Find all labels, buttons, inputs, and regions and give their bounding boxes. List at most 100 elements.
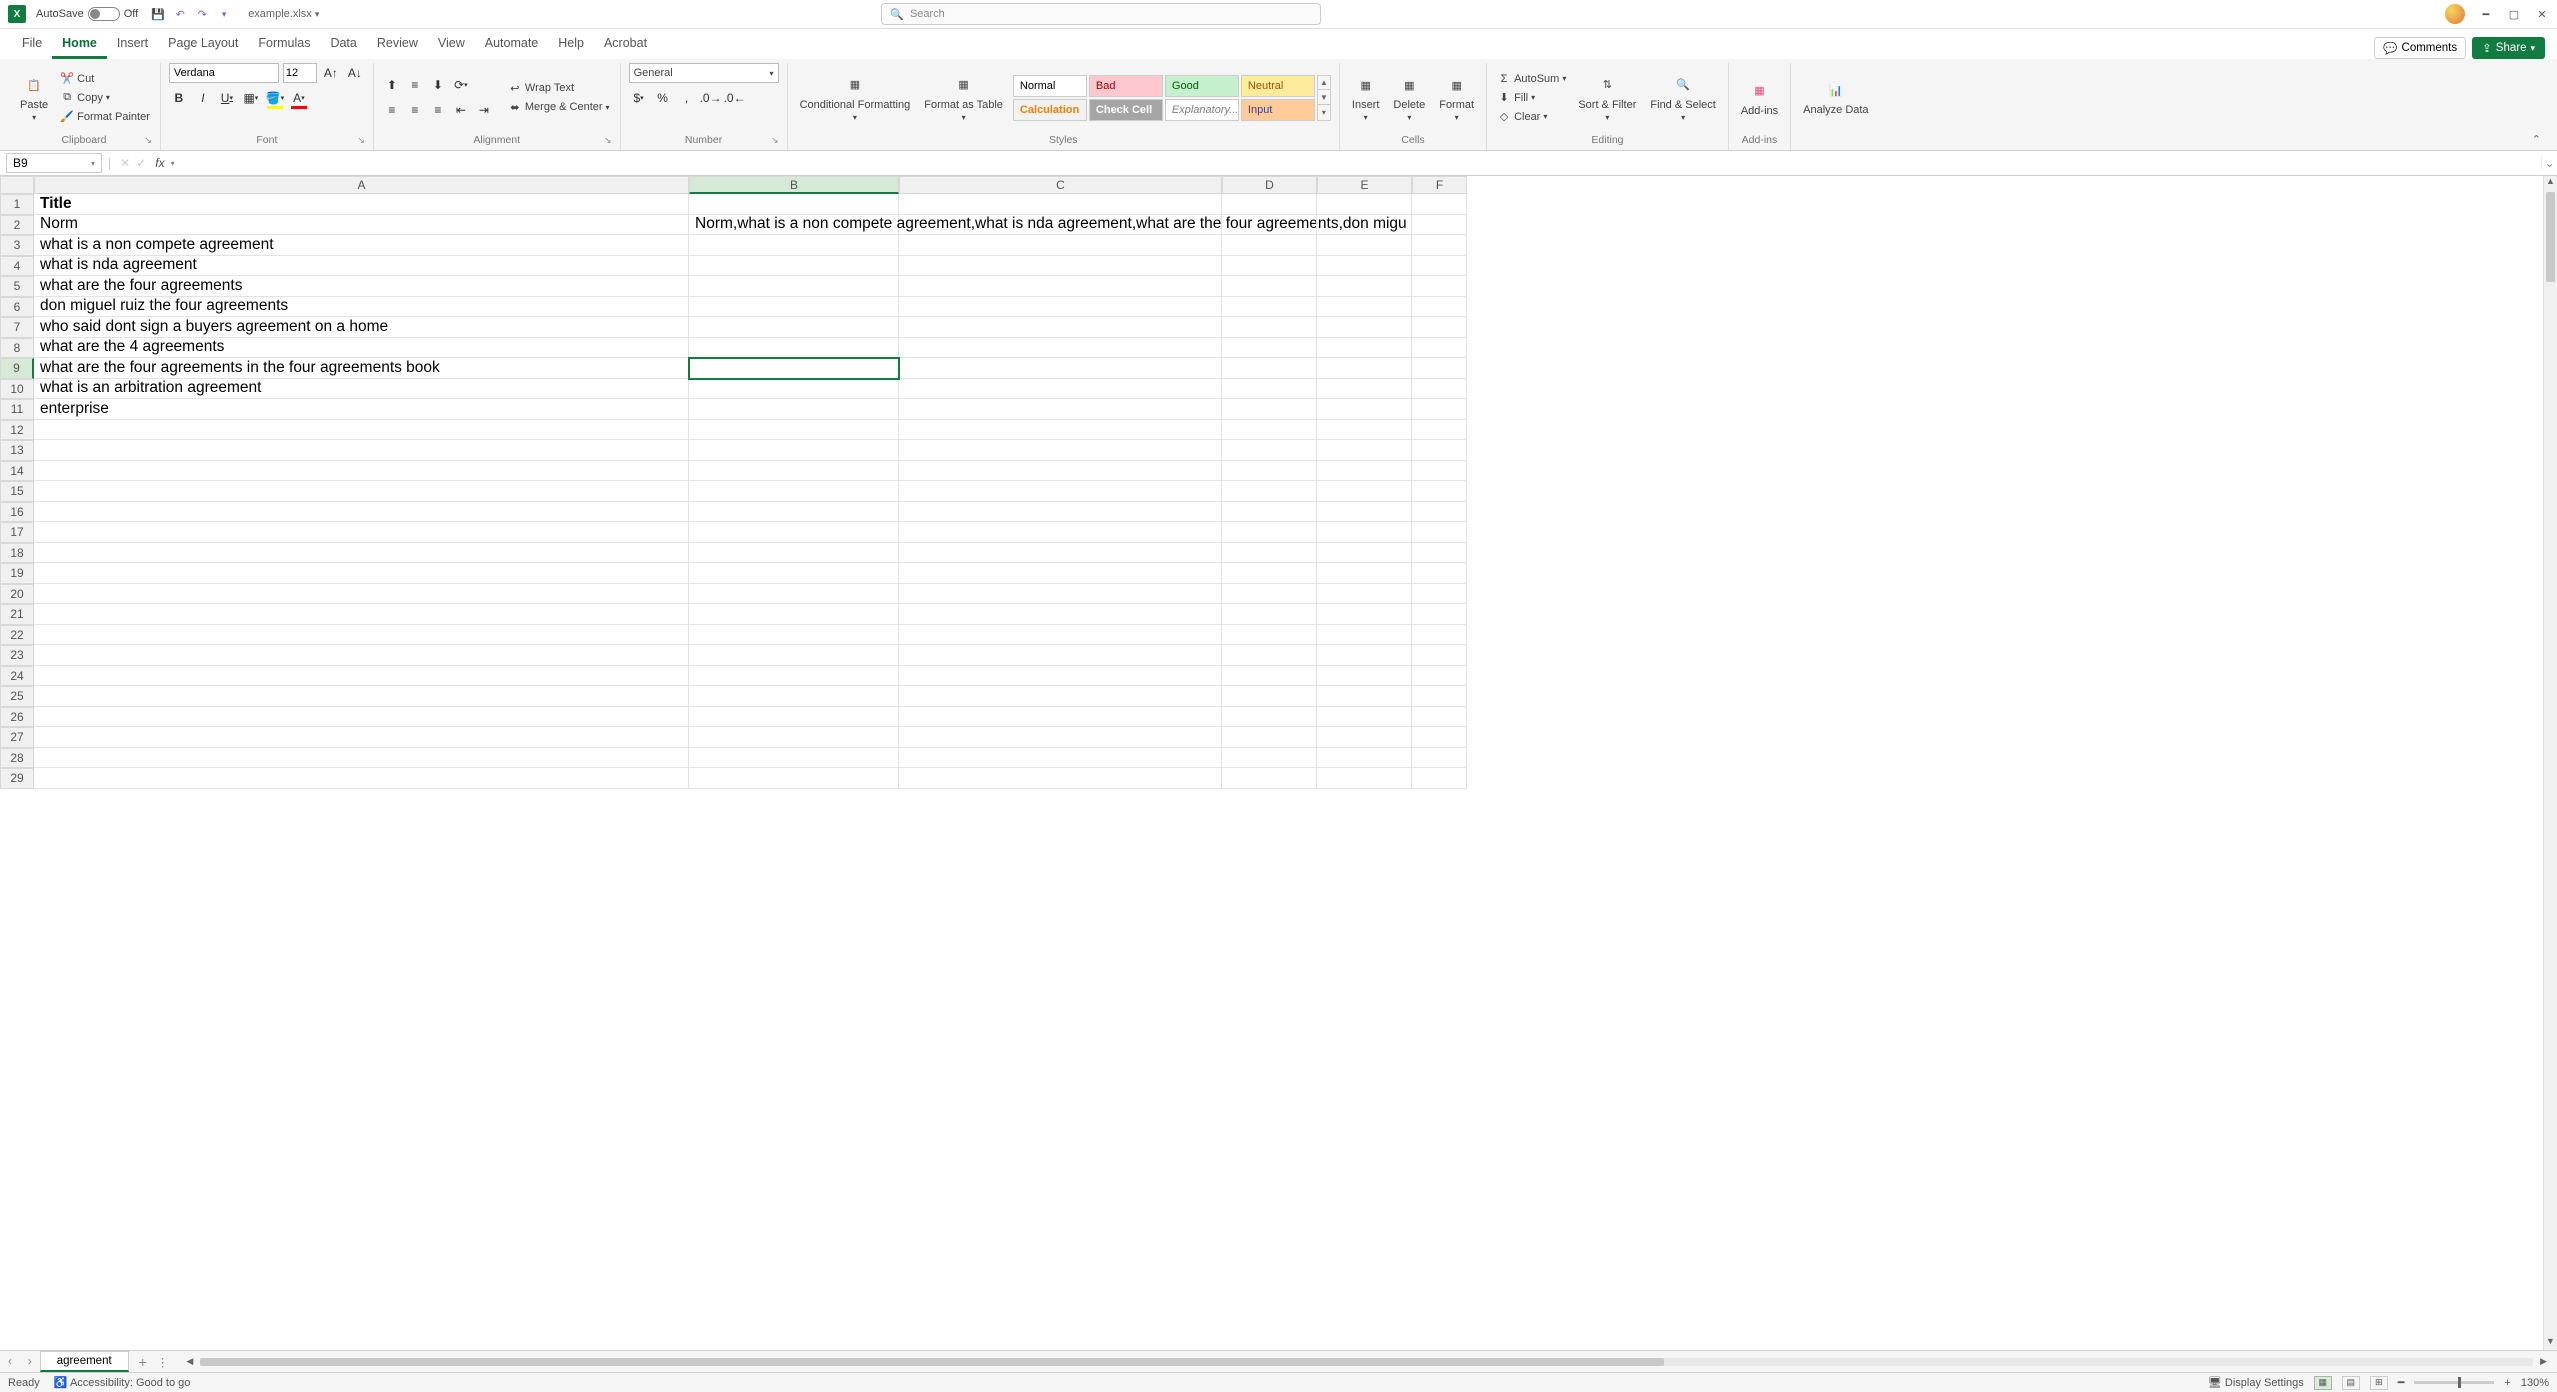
cell[interactable] (689, 584, 899, 605)
cell[interactable] (899, 256, 1222, 277)
save-icon[interactable]: 💾 (150, 6, 166, 22)
cell[interactable] (1412, 502, 1467, 523)
cell[interactable] (1317, 358, 1412, 379)
row-header[interactable]: 11 (0, 399, 34, 420)
cell[interactable] (899, 727, 1222, 748)
row-header[interactable]: 21 (0, 604, 34, 625)
redo-icon[interactable]: ↷ (194, 6, 210, 22)
new-sheet-icon[interactable]: + (129, 1354, 157, 1370)
cell[interactable] (899, 625, 1222, 646)
cell[interactable] (1222, 645, 1317, 666)
cell[interactable] (1222, 399, 1317, 420)
merge-center-button[interactable]: ⬌Merge & Center ▾ (506, 99, 612, 115)
cell[interactable] (689, 768, 899, 789)
cell[interactable] (1317, 543, 1412, 564)
row-header[interactable]: 2 (0, 215, 34, 236)
row-header[interactable]: 27 (0, 727, 34, 748)
format-as-table-button[interactable]: ▦Format as Table▾ (920, 71, 1007, 124)
cell[interactable] (899, 748, 1222, 769)
font-size-combo[interactable] (283, 63, 317, 83)
cell[interactable] (1412, 317, 1467, 338)
copy-button[interactable]: ⧉Copy ▾ (58, 90, 152, 106)
row-header[interactable]: 20 (0, 584, 34, 605)
ribbon-tab-file[interactable]: File (12, 30, 52, 59)
comma-format-icon[interactable]: , (677, 88, 697, 108)
style-check-cell[interactable]: Check Cell (1089, 99, 1163, 121)
cell[interactable] (899, 215, 1222, 236)
cell[interactable] (1317, 502, 1412, 523)
cell[interactable]: what are the four agreements in the four… (34, 358, 689, 379)
cell[interactable] (1222, 604, 1317, 625)
cell[interactable] (899, 645, 1222, 666)
autosave-switch-icon[interactable] (88, 7, 120, 21)
cell[interactable] (689, 748, 899, 769)
sheet-nav-prev-icon[interactable]: ‹ (0, 1356, 20, 1368)
zoom-level[interactable]: 130% (2521, 1377, 2549, 1389)
sheet-tab-active[interactable]: agreement (40, 1351, 129, 1372)
cell[interactable] (34, 645, 689, 666)
cell[interactable]: who said dont sign a buyers agreement on… (34, 317, 689, 338)
cell[interactable] (34, 522, 689, 543)
minimize-icon[interactable]: ━ (2479, 8, 2493, 21)
column-header[interactable]: A (34, 176, 689, 194)
cell[interactable] (1222, 707, 1317, 728)
style-explanatory[interactable]: Explanatory... (1165, 99, 1239, 121)
scroll-up-icon[interactable]: ▲ (2544, 176, 2557, 190)
cell[interactable] (1222, 522, 1317, 543)
fx-icon[interactable]: fx (155, 156, 164, 170)
cell[interactable] (689, 399, 899, 420)
cell[interactable] (1317, 563, 1412, 584)
customize-qat-icon[interactable]: ▾ (216, 6, 232, 22)
fill-color-button[interactable]: 🪣▾ (265, 88, 285, 108)
cell[interactable] (1317, 194, 1412, 215)
italic-button[interactable]: I (193, 88, 213, 108)
row-header[interactable]: 26 (0, 707, 34, 728)
cell[interactable] (34, 604, 689, 625)
cell[interactable]: what are the four agreements (34, 276, 689, 297)
insert-cells-button[interactable]: ▦Insert▾ (1348, 71, 1384, 124)
cell[interactable] (1222, 338, 1317, 359)
cell[interactable] (1317, 707, 1412, 728)
cell[interactable] (34, 748, 689, 769)
cell[interactable] (1222, 727, 1317, 748)
find-select-button[interactable]: 🔍Find & Select▾ (1646, 71, 1719, 124)
row-header[interactable]: 22 (0, 625, 34, 646)
cell[interactable]: what is nda agreement (34, 256, 689, 277)
page-layout-view-icon[interactable]: ▤ (2342, 1376, 2360, 1390)
row-header[interactable]: 15 (0, 481, 34, 502)
row-header[interactable]: 18 (0, 543, 34, 564)
cell[interactable] (899, 317, 1222, 338)
comments-button[interactable]: 💬 Comments (2374, 37, 2466, 59)
scroll-down-icon[interactable]: ▼ (2544, 1336, 2557, 1350)
cell[interactable] (689, 707, 899, 728)
ribbon-tab-data[interactable]: Data (320, 30, 366, 59)
cell[interactable] (1317, 440, 1412, 461)
cell[interactable] (899, 194, 1222, 215)
orientation-icon[interactable]: ⟳▾ (451, 75, 471, 95)
cell[interactable] (1412, 707, 1467, 728)
cell[interactable] (1222, 256, 1317, 277)
cell[interactable] (34, 543, 689, 564)
zoom-out-icon[interactable]: ━ (2398, 1376, 2405, 1389)
analyze-data-button[interactable]: 📊Analyze Data (1799, 76, 1872, 118)
cancel-formula-icon[interactable]: ✕ (117, 156, 133, 170)
cell[interactable]: Norm,what is a non compete agreement,wha… (689, 215, 899, 236)
cell[interactable] (689, 297, 899, 318)
cell[interactable] (1222, 194, 1317, 215)
cell[interactable] (1222, 666, 1317, 687)
style-good[interactable]: Good (1165, 75, 1239, 97)
fill-button[interactable]: ⬇Fill ▾ (1495, 90, 1568, 106)
cell[interactable] (1317, 297, 1412, 318)
style-calculation[interactable]: Calculation (1013, 99, 1087, 121)
filename[interactable]: example.xlsx ▾ (248, 8, 319, 20)
cell[interactable] (1412, 194, 1467, 215)
cell[interactable] (899, 358, 1222, 379)
cell[interactable] (899, 461, 1222, 482)
cell[interactable] (1412, 215, 1467, 236)
format-cells-button[interactable]: ▦Format▾ (1435, 71, 1478, 124)
hscroll-thumb[interactable] (200, 1358, 1664, 1366)
ribbon-tab-insert[interactable]: Insert (107, 30, 158, 59)
cell[interactable] (899, 666, 1222, 687)
cell[interactable] (689, 235, 899, 256)
cell[interactable] (34, 461, 689, 482)
